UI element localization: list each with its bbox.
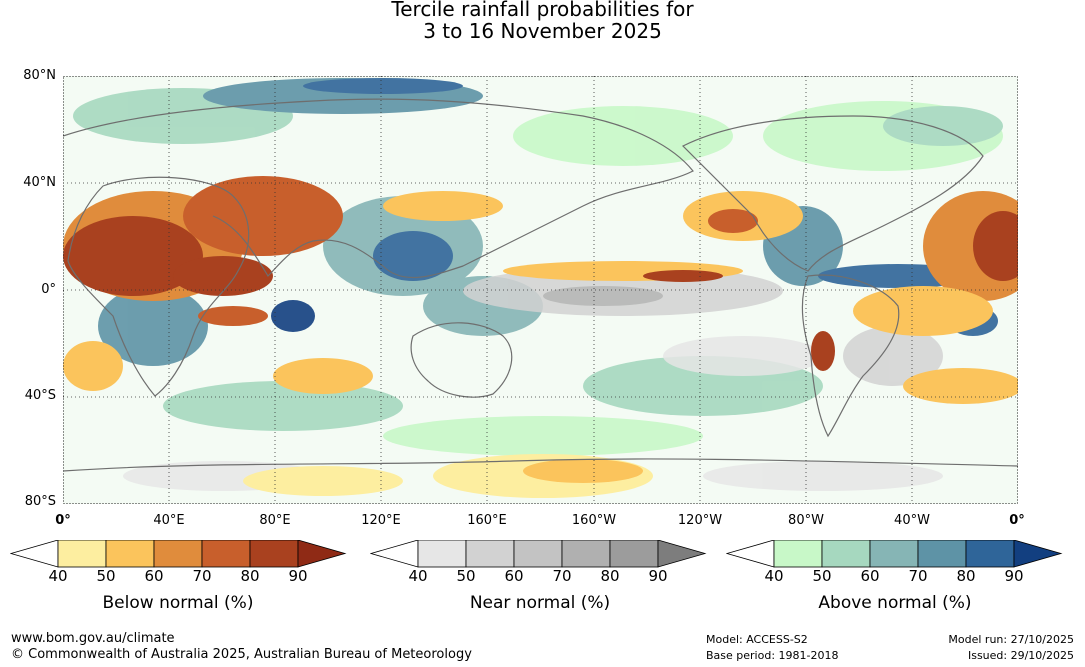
- north-america-coastline: [681, 115, 984, 272]
- below-tick: 70: [192, 567, 212, 585]
- colorbar-segment: [465, 540, 515, 568]
- lon-label-80w: 80°W: [788, 513, 824, 528]
- lon-label-0-right: 0°: [1009, 513, 1025, 528]
- below-tick: 50: [96, 567, 116, 585]
- colorbar-segment: [201, 540, 251, 568]
- eurasia-coastline: [63, 98, 694, 279]
- near-tick: 60: [504, 567, 524, 585]
- below-normal-patches: [63, 176, 1018, 498]
- above-tick: 40: [764, 567, 784, 585]
- graticule: [63, 76, 1018, 504]
- colorbar-segment: [917, 540, 967, 568]
- lat-label-0: 0°: [41, 282, 56, 297]
- lon-label-160e: 160°E: [467, 513, 507, 528]
- above-tick: 80: [956, 567, 976, 585]
- colorbar-min-arrow: [370, 540, 419, 568]
- colorbar-segment: [965, 540, 1015, 568]
- colorbar-min-arrow: [10, 540, 59, 568]
- colorbar-segment: [57, 540, 107, 568]
- issued-text: Issued: 29/10/2025: [967, 649, 1074, 662]
- colorbar-segment: [513, 540, 563, 568]
- model-text: Model: ACCESS-S2: [706, 633, 808, 646]
- lon-label-120w: 120°W: [677, 513, 723, 528]
- above-normal-label: Above normal (%): [818, 593, 972, 613]
- map-title-line1: Tercile rainfall probabilities for: [391, 0, 694, 21]
- below-tick: 80: [240, 567, 260, 585]
- lat-label-40s: 40°S: [24, 388, 56, 403]
- colorbar-above-normal: [726, 540, 1063, 568]
- australia-coastline: [410, 322, 513, 398]
- colorbar-max-arrow: [297, 540, 347, 568]
- lon-label-120e: 120°E: [361, 513, 401, 528]
- africa-coastline: [67, 176, 250, 397]
- below-tick: 40: [48, 567, 68, 585]
- above-tick: 50: [812, 567, 832, 585]
- colorbar-max-arrow: [657, 540, 707, 568]
- colorbar-segment: [821, 540, 871, 568]
- lat-label-80s: 80°S: [24, 494, 56, 509]
- near-tick: 40: [408, 567, 428, 585]
- colorbar-below-normal: [10, 540, 347, 568]
- above-tick: 90: [1004, 567, 1024, 585]
- lon-label-160w: 160°W: [571, 513, 617, 528]
- near-tick: 50: [456, 567, 476, 585]
- colorbar-segment: [417, 540, 467, 568]
- model-run-text: Model run: 27/10/2025: [948, 633, 1074, 646]
- website-link[interactable]: www.bom.gov.au/climate: [11, 631, 175, 646]
- lon-label-0-left: 0°: [55, 513, 71, 528]
- map-frame: [63, 76, 1018, 504]
- below-normal-label: Below normal (%): [102, 593, 254, 613]
- copyright-text: © Commonwealth of Australia 2025, Austra…: [11, 647, 472, 662]
- near-tick: 90: [648, 567, 668, 585]
- lon-label-80e: 80°E: [259, 513, 291, 528]
- colorbar-segment: [561, 540, 611, 568]
- colorbar-segment: [609, 540, 659, 568]
- colorbar-segment: [773, 540, 823, 568]
- colorbar-segment: [105, 540, 155, 568]
- colorbar-min-arrow: [726, 540, 775, 568]
- colorbar-near-normal: [370, 540, 707, 568]
- coastlines: [63, 98, 1018, 472]
- antarctica-coastline: [63, 458, 1018, 472]
- below-tick: 90: [288, 567, 308, 585]
- colorbar-max-arrow: [1013, 540, 1063, 568]
- colorbar-segment: [869, 540, 919, 568]
- lon-label-40w: 40°W: [894, 513, 930, 528]
- near-tick: 70: [552, 567, 572, 585]
- lat-label-40n: 40°N: [23, 175, 56, 190]
- lon-label-40e: 40°E: [153, 513, 185, 528]
- near-normal-label: Near normal (%): [469, 593, 611, 613]
- above-tick: 60: [860, 567, 880, 585]
- map-title-line2: 3 to 16 November 2025: [423, 19, 662, 43]
- colorbar-segment: [249, 540, 299, 568]
- lat-label-80n: 80°N: [23, 68, 56, 83]
- above-tick: 70: [908, 567, 928, 585]
- base-period-text: Base period: 1981-2018: [706, 649, 839, 662]
- below-tick: 60: [144, 567, 164, 585]
- south-america-coastline: [801, 274, 900, 438]
- probability-map: [63, 76, 1018, 504]
- colorbar-segment: [153, 540, 203, 568]
- near-tick: 80: [600, 567, 620, 585]
